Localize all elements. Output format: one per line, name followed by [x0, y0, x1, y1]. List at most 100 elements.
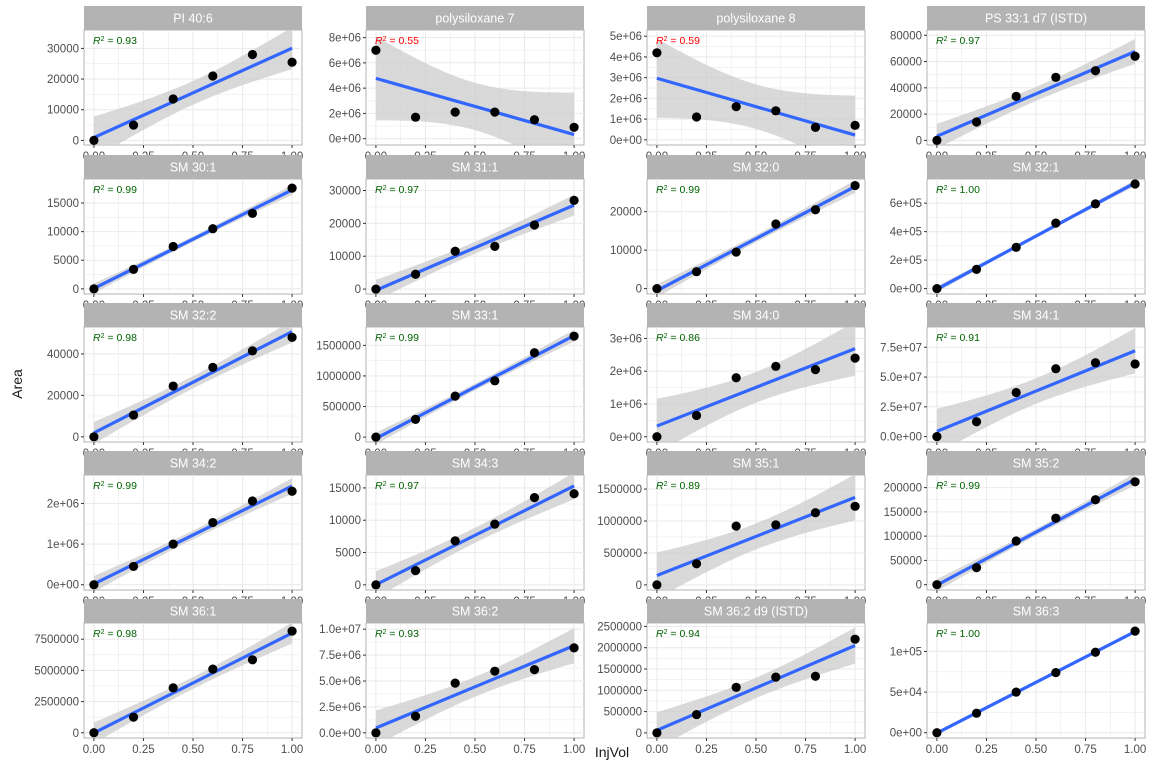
y-tick-label: 2e+06	[610, 366, 642, 378]
facet-panel: SM 35:2 R2 = 0.99 0 50000 100000 150000 200000…	[884, 451, 1146, 608]
y-tick-label: 7.5e+06	[319, 650, 361, 662]
data-point	[89, 728, 99, 738]
plot-contents	[647, 475, 865, 590]
x-tick-label: 0.50	[464, 744, 486, 756]
facet-title: SM 36:2	[452, 605, 499, 619]
facet-title: SM 32:0	[733, 161, 780, 175]
data-point	[652, 48, 662, 58]
r2-annotation: R2 = 0.91	[936, 332, 980, 344]
data-point	[529, 115, 540, 125]
data-point	[569, 122, 579, 132]
data-point	[410, 414, 421, 424]
y-tick-label: 7.5e+07	[880, 342, 922, 354]
data-point	[490, 107, 500, 117]
facet-panel: SM 36:3 R2 = 1.00 0e+00 5e+04 1e+05 0.00 0.25 0…	[890, 599, 1146, 756]
data-point	[1090, 66, 1101, 76]
y-tick-label: 2e+06	[47, 498, 79, 510]
data-point	[1130, 626, 1140, 636]
plot-contents	[647, 623, 865, 738]
y-tick-label: 1000000	[316, 371, 361, 383]
facet-panel: polysiloxane 7 R2 = 0.55 0e+00 2e+06 4e+06 6e…	[329, 6, 585, 163]
r2-annotation: R2 = 0.99	[93, 480, 137, 492]
data-point	[450, 536, 460, 546]
data-point	[128, 561, 139, 572]
facet-panel: SM 31:1R2 = 0.9701000020000300000.000.25…	[329, 155, 585, 312]
data-point	[932, 283, 942, 294]
facet-strip	[927, 6, 1145, 30]
y-tick-label: 1.0e+07	[319, 624, 361, 636]
facet-strip	[366, 599, 584, 623]
r2-annotation: R2 = 0.99	[936, 480, 980, 492]
data-point	[490, 666, 500, 676]
x-tick-label: 0.00	[926, 744, 948, 756]
facet-strip	[366, 303, 584, 327]
r2-annotation: R2 = 0.55	[375, 35, 419, 47]
facet-panel: SM 36:1 R2 = 0.98 0 2500000 5000000 7500000 0.…	[34, 599, 303, 756]
data-point	[1090, 199, 1101, 209]
data-point	[89, 135, 99, 145]
data-point	[971, 708, 982, 718]
data-point	[168, 539, 178, 549]
data-point	[128, 264, 139, 274]
y-tick-label: 5.0e+07	[880, 372, 922, 384]
confidence-band	[936, 39, 1136, 145]
regression-line	[936, 630, 1136, 735]
y-axis-title: Area	[9, 369, 25, 399]
y-tick-label: 500000	[604, 707, 642, 719]
data-point	[490, 519, 500, 529]
facet-panel: SM 32:2R2 = 0.98020000400000.000.250.500…	[47, 303, 303, 460]
plot-contents	[84, 179, 302, 294]
y-tick-label: 4e+06	[329, 83, 361, 95]
data-point	[932, 135, 942, 145]
data-point	[731, 521, 741, 531]
y-tick-label: 500000	[604, 548, 642, 560]
facet-panel: SM 36:2 R2 = 0.93 0.0e+00 2.5e+06 5.0e+06 7.5…	[319, 599, 585, 756]
plot-contents	[84, 475, 302, 590]
y-tick-label: 20000	[890, 109, 922, 121]
x-tick-label: 0.50	[745, 744, 767, 756]
data-point	[1051, 513, 1061, 523]
data-point	[731, 247, 741, 257]
data-point	[529, 348, 540, 358]
y-tick-label: 0e+00	[610, 135, 642, 147]
y-tick-label: 5000	[53, 255, 79, 267]
facet-title: SM 34:2	[170, 457, 217, 471]
y-tick-label: 1000000	[597, 516, 642, 528]
y-tick-label: 0	[355, 284, 361, 296]
data-point	[771, 672, 781, 682]
data-point	[168, 683, 178, 693]
facet-panel: PI 40:6R2 = 0.9301000020000300000.000.25…	[47, 6, 303, 163]
facet-panel: SM 32:1R2 = 1.000e+002e+054e+056e+050.00…	[890, 155, 1146, 312]
r2-annotation: R2 = 0.97	[936, 35, 980, 47]
r2-annotation: R2 = 0.99	[375, 332, 419, 344]
plot-contents	[647, 327, 865, 442]
data-point	[450, 678, 460, 688]
data-point	[1051, 72, 1061, 82]
data-point	[652, 284, 662, 294]
r2-annotation: R2 = 1.00	[936, 628, 980, 640]
x-tick-label: 0.50	[1025, 744, 1047, 756]
r2-annotation: R2 = 0.94	[656, 628, 700, 640]
r2-annotation: R2 = 0.99	[656, 184, 700, 196]
y-tick-label: 20000	[610, 207, 642, 219]
x-tick-label: 0.75	[1074, 744, 1096, 756]
facet-strip	[366, 451, 584, 475]
data-point	[971, 417, 982, 427]
data-point	[168, 241, 178, 252]
data-point	[691, 559, 702, 569]
regression-line	[656, 347, 856, 428]
data-point	[810, 364, 821, 375]
plot-contents	[927, 623, 1145, 738]
facet-title: SM 30:1	[170, 161, 217, 175]
data-point	[490, 241, 500, 251]
y-tick-label: 1e+05	[890, 646, 922, 658]
data-point	[287, 486, 297, 496]
data-point	[771, 219, 781, 229]
data-point	[569, 489, 579, 499]
data-point	[771, 361, 781, 371]
data-point	[247, 346, 258, 356]
data-point	[529, 493, 540, 503]
data-point	[652, 728, 662, 738]
data-point	[771, 106, 781, 116]
data-point	[850, 501, 860, 511]
